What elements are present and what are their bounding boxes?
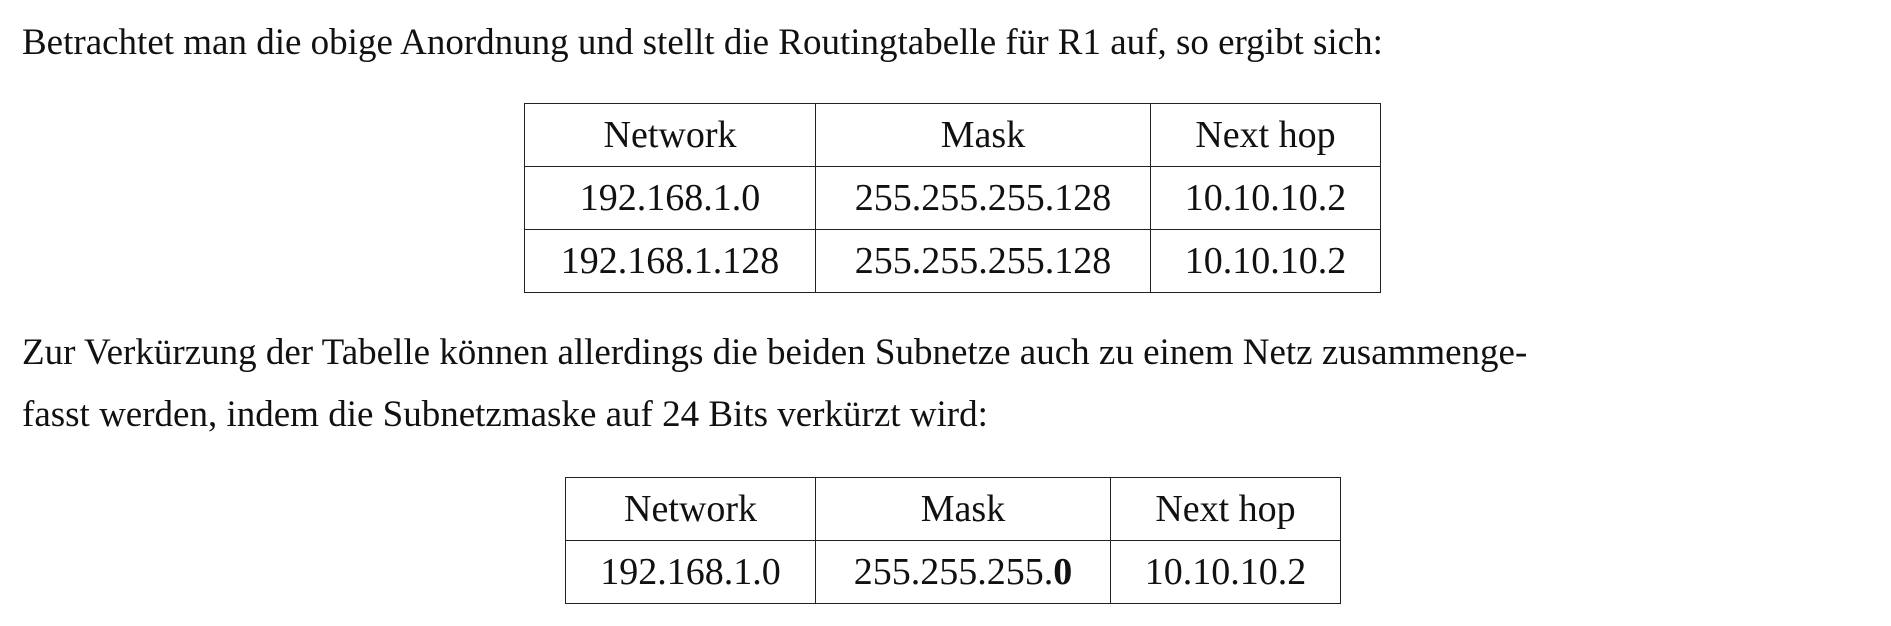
header-mask: Mask [815, 477, 1111, 541]
routing-table-aggregated: Network Mask Next hop 192.168.1.0 255.25… [565, 477, 1341, 604]
table-row: 192.168.1.0 255.255.255.0 10.10.10.2 [565, 540, 1341, 604]
table-row: 192.168.1.0 255.255.255.128 10.10.10.2 [524, 166, 1381, 230]
cell-network: 192.168.1.0 [524, 166, 816, 230]
table-row: 192.168.1.128 255.255.255.128 10.10.10.2 [524, 229, 1381, 293]
cell-next-hop: 10.10.10.2 [1110, 540, 1341, 604]
cell-mask: 255.255.255.0 [815, 540, 1111, 604]
intro-paragraph: Betrachtet man die obige Anordnung und s… [22, 22, 1383, 63]
summary-line-1: Zur Verkürzung der Tabelle können allerd… [22, 332, 1528, 373]
table-header-row: Network Mask Next hop [565, 477, 1341, 541]
header-next-hop: Next hop [1150, 103, 1381, 167]
cell-next-hop: 10.10.10.2 [1150, 166, 1381, 230]
header-network: Network [565, 477, 816, 541]
mask-prefix: 255.255.255. [853, 551, 1054, 593]
cell-network: 192.168.1.0 [565, 540, 816, 604]
routing-table-full: Network Mask Next hop 192.168.1.0 255.25… [524, 103, 1381, 293]
summary-line-2: fasst werden, indem die Subnetzmaske auf… [22, 394, 988, 435]
cell-network: 192.168.1.128 [524, 229, 816, 293]
cell-next-hop: 10.10.10.2 [1150, 229, 1381, 293]
table-header-row: Network Mask Next hop [524, 103, 1381, 167]
cell-mask: 255.255.255.128 [815, 229, 1151, 293]
header-mask: Mask [815, 103, 1151, 167]
summary-paragraph: Zur Verkürzung der Tabelle können allerd… [22, 322, 1527, 446]
header-network: Network [524, 103, 816, 167]
header-next-hop: Next hop [1110, 477, 1341, 541]
mask-bold-octet: 0 [1053, 551, 1073, 593]
cell-mask: 255.255.255.128 [815, 166, 1151, 230]
